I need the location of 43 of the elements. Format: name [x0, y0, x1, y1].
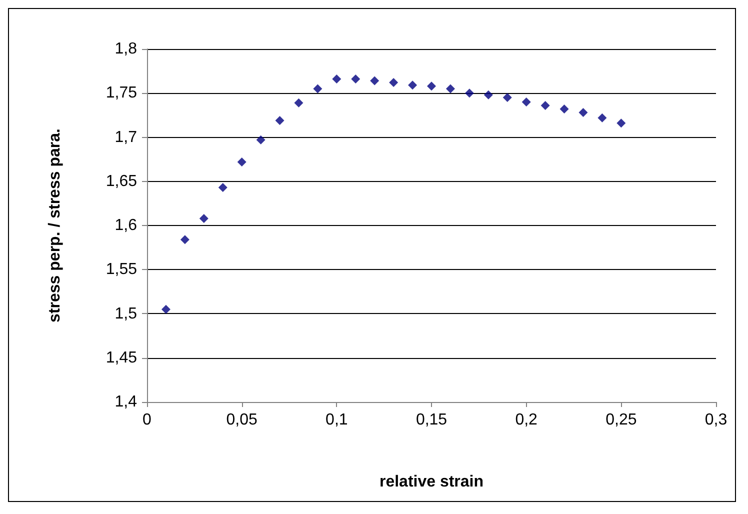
- point: [275, 116, 284, 125]
- point: [256, 135, 266, 144]
- x-tick-label: 0,1: [326, 412, 348, 428]
- point: [522, 97, 531, 106]
- point: [237, 157, 246, 166]
- point: [332, 74, 342, 84]
- x-tick-label: 0,25: [606, 412, 637, 428]
- y-tick-label: 1,8: [114, 40, 138, 58]
- y-tick-label: 1,5: [114, 305, 138, 322]
- y-tick-label: 1,7: [114, 128, 138, 146]
- point: [389, 78, 398, 88]
- y-tick-label: 1,75: [106, 84, 138, 102]
- point: [199, 214, 208, 223]
- point: [313, 84, 322, 94]
- x-tick-label: 0,05: [226, 412, 258, 428]
- x-tick-label: 0,15: [416, 412, 448, 428]
- point: [484, 90, 493, 100]
- point: [408, 80, 418, 90]
- y-tick-label: 1,6: [114, 217, 138, 234]
- point: [464, 88, 474, 98]
- point: [351, 74, 360, 84]
- x-tick-label: 0,2: [515, 412, 538, 428]
- point: [161, 304, 170, 314]
- point: [598, 113, 607, 122]
- point: [180, 235, 190, 244]
- y-tick-label: 1,65: [106, 172, 138, 190]
- x-tick-label: 0,3: [704, 412, 728, 428]
- point: [578, 108, 588, 118]
- point: [370, 76, 380, 86]
- point: [616, 118, 626, 128]
- point: [446, 84, 455, 94]
- point: [560, 104, 569, 114]
- y-tick-label: 1,55: [106, 261, 138, 278]
- point: [218, 183, 228, 192]
- point: [294, 98, 304, 108]
- y-tick-label: 1,45: [106, 349, 138, 366]
- x-axis-title: relative strain: [379, 474, 484, 490]
- point: [540, 100, 550, 110]
- point: [427, 82, 436, 91]
- y-tick-label: 1,4: [114, 394, 138, 410]
- y-axis-title: stress perp. / stress para.: [46, 128, 64, 322]
- point: [502, 93, 512, 102]
- x-tick-label: 0: [142, 412, 152, 428]
